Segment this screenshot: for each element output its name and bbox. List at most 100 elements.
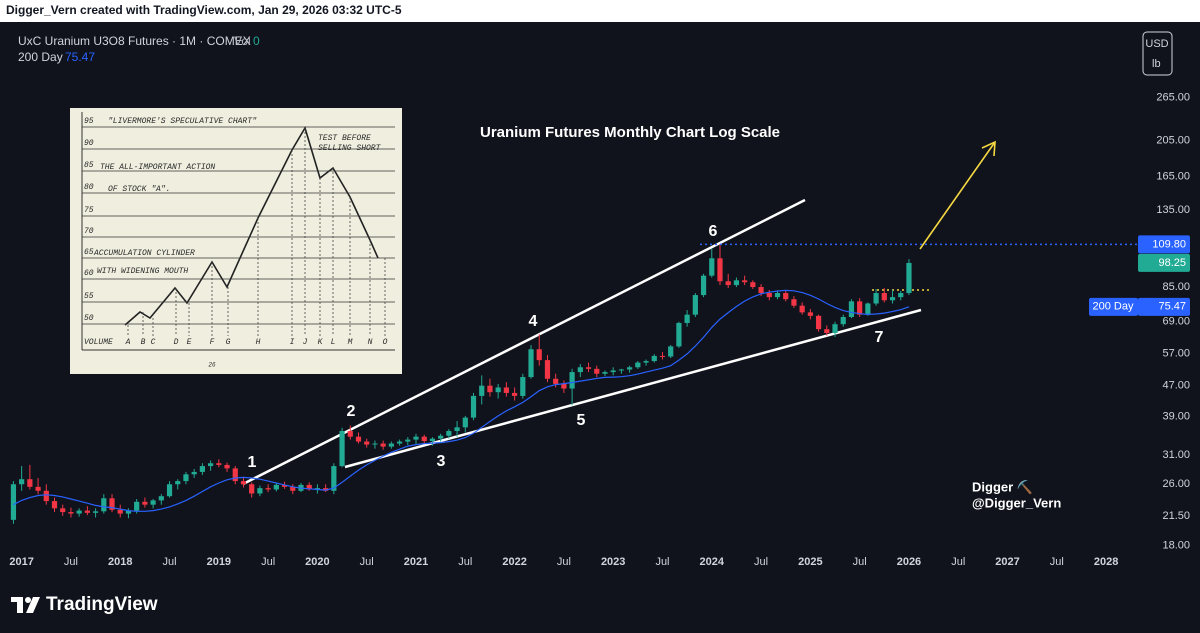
candle-body: [166, 484, 173, 497]
inset-level: 75: [84, 206, 94, 215]
header-bar: [0, 0, 1200, 22]
logo-stem: [17, 597, 23, 613]
y-tick-label: 31.00: [1162, 449, 1190, 461]
candle-body: [306, 484, 312, 490]
price-tag-label: 98.25: [1158, 257, 1186, 269]
candle-body: [117, 509, 123, 514]
inset-letter: F: [210, 338, 215, 347]
candle-body: [635, 362, 641, 368]
candle-body: [577, 367, 583, 373]
ma-value-tag-label: 75.47: [1158, 301, 1186, 313]
y-tick-label: 135.00: [1156, 204, 1190, 216]
y-tick-label: 26.00: [1162, 478, 1190, 490]
inset-letter: N: [368, 338, 373, 347]
candle-body: [339, 431, 345, 467]
ma-name-tag-label: 200 Day: [1093, 301, 1134, 313]
candle-body: [76, 510, 82, 514]
wave-label: 2: [347, 403, 356, 420]
candle-body: [10, 484, 17, 520]
inset-page: 26: [208, 362, 216, 369]
x-tick-label: 2018: [108, 556, 132, 568]
candle-body: [27, 479, 33, 487]
candle-body: [758, 287, 764, 294]
x-tick-label: 2024: [700, 556, 725, 568]
candle-body: [372, 443, 378, 445]
candle-body: [249, 484, 255, 494]
inset-level: 95: [84, 117, 94, 126]
inset-letter: C: [151, 338, 156, 347]
y-tick-label: 18.00: [1162, 539, 1190, 551]
candle-body: [536, 349, 542, 361]
x-tick-label: 2026: [897, 556, 921, 568]
candle-body: [865, 303, 871, 315]
candle-body: [208, 463, 214, 467]
candle-body: [815, 315, 822, 330]
candle-body: [528, 349, 534, 378]
candle-body: [643, 361, 649, 363]
candle-body: [224, 464, 230, 469]
inset-letter: A: [125, 338, 131, 347]
x-tick-label: 2027: [995, 556, 1019, 568]
x-tick-label: 2028: [1094, 556, 1118, 568]
candle-body: [158, 496, 164, 501]
inset-content: 95 90 85 80 75 70 65 60 55 50 VOLUME "LIVERMORE'S S…: [81, 112, 395, 369]
candle-body: [405, 439, 411, 442]
unit-box[interactable]: [1142, 31, 1173, 76]
x-tick-label: Jul: [754, 556, 768, 568]
legend-ma-value: 75.47: [65, 50, 95, 64]
candle-body: [807, 312, 813, 316]
candle-body: [725, 281, 731, 286]
chart-title: Uranium Futures Monthly Chart Log Scale: [480, 124, 780, 141]
candle-body: [84, 510, 90, 513]
candle-body: [438, 435, 444, 439]
x-tick-label: Jul: [1050, 556, 1064, 568]
candle-body: [659, 355, 666, 357]
candle-body: [183, 474, 189, 482]
candle-body: [742, 280, 748, 283]
candle-body: [142, 501, 148, 505]
y-tick-label: 85.00: [1162, 281, 1190, 293]
candle-body: [651, 355, 657, 362]
candle-body: [676, 322, 682, 347]
candle-body: [68, 512, 74, 514]
inset-letter: O: [383, 338, 388, 347]
candle-body: [889, 297, 896, 301]
inset-note: WITH WIDENING MOUTH: [97, 267, 188, 276]
candle-body: [717, 258, 723, 282]
candle-body: [594, 368, 600, 374]
footer-brand: TradingView: [46, 594, 158, 615]
candle-body: [134, 501, 140, 511]
candle-body: [19, 479, 25, 485]
candle-body: [602, 372, 608, 374]
y-tick-label: 69.00: [1162, 316, 1190, 328]
footer-logo: [11, 597, 40, 613]
y-tick-label: 57.00: [1162, 347, 1190, 359]
candle-body: [799, 305, 805, 313]
level-tag: [1138, 235, 1190, 254]
legend-volume-value: 0: [253, 34, 260, 48]
x-tick-label: 2021: [404, 556, 428, 568]
y-tick-label: 165.00: [1156, 171, 1190, 183]
ma-line: [13, 289, 910, 512]
y-tick-label: 47.00: [1162, 380, 1190, 392]
candle-body: [257, 488, 263, 494]
inset-image: [70, 108, 402, 374]
candle-body: [700, 275, 707, 296]
x-tick-label: 2017: [9, 556, 33, 568]
x-tick-label: Jul: [458, 556, 472, 568]
inset-level: 85: [84, 161, 94, 170]
candle-body: [331, 466, 337, 491]
candle-body: [43, 490, 49, 502]
candle-body: [150, 500, 156, 505]
candle-body: [766, 293, 772, 298]
level-tag-label: 109.80: [1152, 238, 1186, 250]
inset-note: ACCUMULATION CYLINDER: [93, 249, 195, 258]
candle-body: [881, 293, 887, 301]
inset-note: THE ALL-IMPORTANT ACTION: [100, 163, 215, 172]
inset-volume: VOLUME: [84, 338, 113, 347]
inset-letter: G: [226, 338, 231, 347]
candle-body: [421, 436, 427, 442]
price-tag: [1138, 253, 1190, 272]
candle-body: [848, 301, 855, 318]
x-tick-label: 2019: [207, 556, 231, 568]
